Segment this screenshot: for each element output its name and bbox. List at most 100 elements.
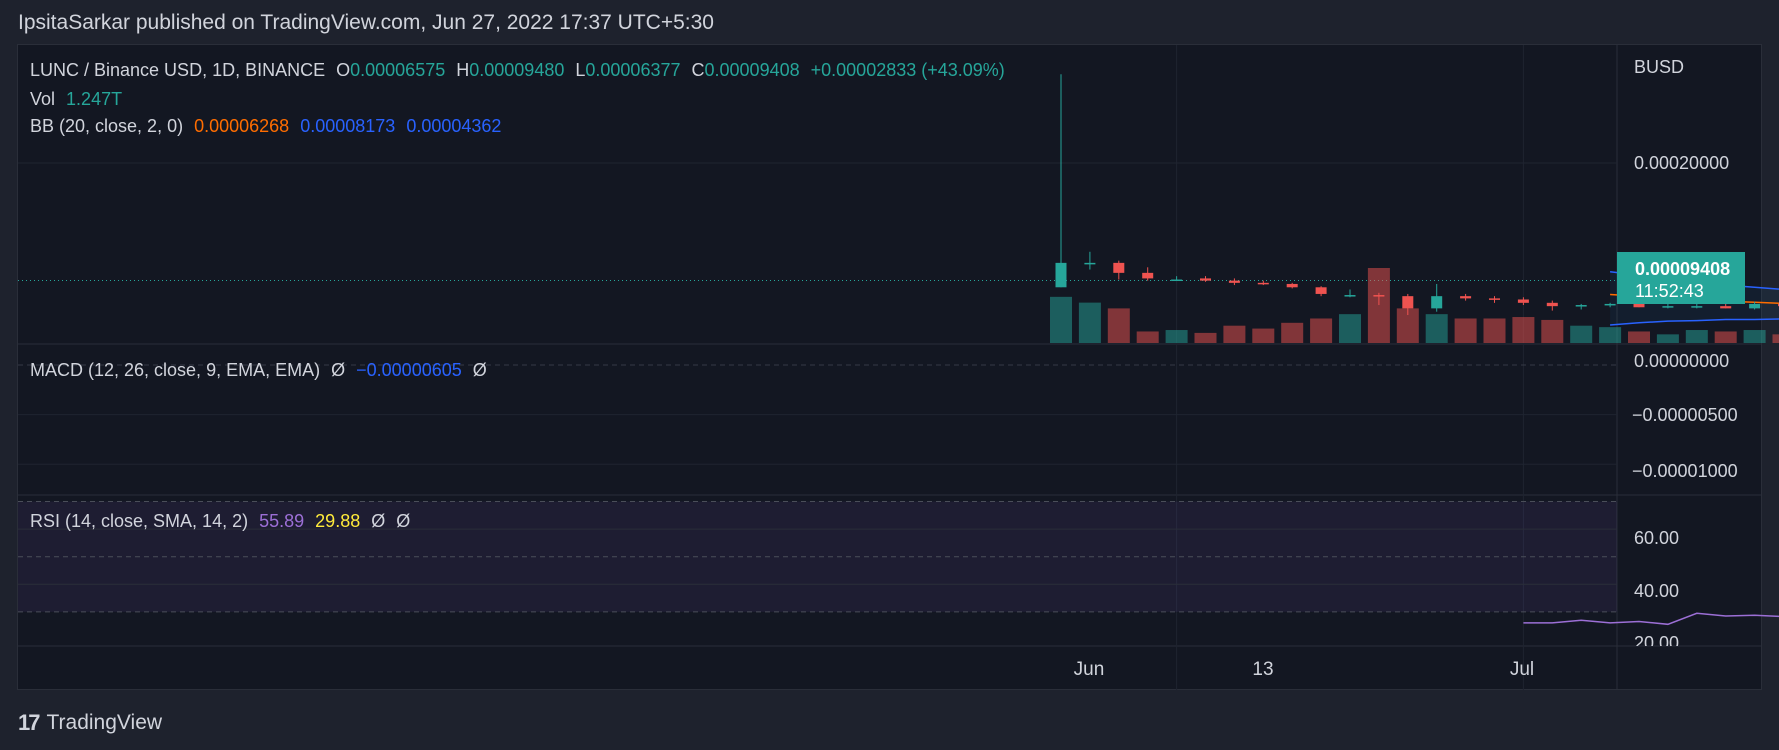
rsi-bb-upper-value: Ø bbox=[371, 511, 386, 531]
candle-body bbox=[1604, 303, 1616, 306]
volume-bar bbox=[1194, 332, 1217, 343]
volume-legend: Vol 1.247T bbox=[30, 89, 128, 110]
x-axis-tick: Jul bbox=[1509, 659, 1535, 680]
candle-body bbox=[1055, 262, 1067, 288]
volume-bar bbox=[1685, 330, 1708, 343]
candle-body bbox=[1228, 280, 1240, 283]
volume-bar bbox=[1599, 327, 1622, 343]
high-label: H bbox=[456, 60, 470, 80]
symbol-label[interactable]: LUNC / Binance USD, 1D, BINANCE bbox=[30, 60, 326, 80]
last-price-value: 0.00009408 bbox=[1635, 259, 1731, 279]
volume-bar bbox=[1454, 318, 1477, 343]
candle-body bbox=[1084, 262, 1096, 265]
volume-bar bbox=[1541, 319, 1564, 343]
brand-name: TradingView bbox=[46, 711, 163, 734]
candle-body bbox=[1749, 303, 1761, 309]
volume-label[interactable]: Vol bbox=[30, 89, 56, 109]
bb-label[interactable]: BB (20, close, 2, 0) bbox=[30, 116, 184, 136]
rsi-label[interactable]: RSI (14, close, SMA, 14, 2) bbox=[30, 511, 249, 531]
volume-bar bbox=[1743, 330, 1766, 343]
candle-body bbox=[1460, 296, 1472, 299]
chart-frame[interactable] bbox=[17, 44, 1762, 690]
open-label: O bbox=[336, 60, 351, 80]
rsi-axis-tick: 60.00 bbox=[1634, 528, 1680, 548]
volume-bars bbox=[1050, 268, 1779, 343]
candle-body bbox=[1720, 306, 1732, 309]
candle-body bbox=[1691, 306, 1703, 308]
bb-lower-value: 0.00004362 bbox=[406, 116, 502, 136]
rsi-ma-value: 29.88 bbox=[315, 511, 361, 531]
macd-value: −0.00000605 bbox=[356, 360, 462, 380]
low-value: 0.00006377 bbox=[585, 60, 681, 80]
macd-line bbox=[18, 364, 1617, 465]
bb-basis-value: 0.00006268 bbox=[194, 116, 290, 136]
candle-body bbox=[1546, 302, 1558, 307]
publisher-line: IpsitaSarkar published on TradingView.co… bbox=[18, 11, 714, 34]
price-candles bbox=[1055, 74, 1779, 316]
volume-bar bbox=[1628, 331, 1650, 343]
volume-bar bbox=[1310, 318, 1333, 343]
low-label: L bbox=[575, 60, 586, 80]
bar-countdown: 11:52:43 bbox=[1635, 281, 1704, 301]
last-price-tag: 0.00009408 11:52:43 bbox=[1617, 252, 1745, 304]
candle-body bbox=[1142, 272, 1154, 279]
tradingview-logo-icon: 17 bbox=[18, 710, 41, 735]
candle-body bbox=[1257, 282, 1269, 285]
close-label: C bbox=[691, 60, 705, 80]
grid-lines bbox=[18, 45, 1761, 690]
x-axis-tick: 13 bbox=[1252, 659, 1274, 680]
rsi-axis-tick: 20.00 bbox=[1634, 633, 1680, 646]
price-legend: LUNC / Binance USD, 1D, BINANCE O0.00006… bbox=[30, 60, 1011, 81]
volume-bar bbox=[1570, 325, 1593, 343]
volume-bar bbox=[1281, 322, 1304, 343]
macd-label[interactable]: MACD (12, 26, close, 9, EMA, EMA) bbox=[30, 360, 321, 380]
volume-bar bbox=[1165, 330, 1188, 343]
macd-axis-tick: −0.00001000 bbox=[1632, 461, 1738, 481]
rsi-line bbox=[18, 501, 1779, 626]
open-value: 0.00006575 bbox=[350, 60, 446, 80]
candle-body bbox=[1344, 295, 1356, 297]
volume-bar bbox=[1714, 331, 1737, 343]
macd-signal-value: Ø bbox=[472, 360, 487, 380]
candle-body bbox=[1171, 279, 1183, 282]
change-value: +0.00002833 (+43.09%) bbox=[810, 60, 1005, 80]
volume-value: 1.247T bbox=[66, 89, 123, 109]
volume-bar bbox=[1252, 328, 1275, 343]
x-axis-tick: Jun bbox=[1073, 659, 1105, 680]
volume-bar bbox=[1367, 268, 1390, 343]
macd-hist-value: Ø bbox=[331, 360, 346, 380]
macd-legend: MACD (12, 26, close, 9, EMA, EMA) Ø −0.0… bbox=[30, 360, 493, 381]
rsi-legend: RSI (14, close, SMA, 14, 2) 55.89 29.88 … bbox=[30, 511, 416, 532]
price-axis-tick: 0.00020000 bbox=[1634, 153, 1730, 173]
candle-body bbox=[1373, 295, 1385, 297]
candle-body bbox=[1200, 278, 1211, 281]
volume-bar bbox=[1078, 302, 1101, 343]
bb-upper-value: 0.00008173 bbox=[300, 116, 396, 136]
candle-body bbox=[1489, 298, 1500, 300]
candle-body bbox=[1431, 296, 1443, 309]
bb-lower-line bbox=[1610, 318, 1779, 326]
close-value: 0.00009408 bbox=[704, 60, 800, 80]
volume-bar bbox=[1107, 308, 1130, 343]
candle-body bbox=[1662, 306, 1674, 308]
candle-body bbox=[1315, 287, 1327, 294]
volume-bar bbox=[1396, 308, 1419, 343]
rsi-axis-tick: 40.00 bbox=[1634, 581, 1680, 601]
candle-body bbox=[1575, 305, 1587, 307]
candle-body bbox=[1517, 299, 1529, 303]
tradingview-brand[interactable]: 17 TradingView bbox=[18, 710, 162, 736]
high-value: 0.00009480 bbox=[469, 60, 565, 80]
candle-body bbox=[1113, 262, 1125, 273]
macd-axis-tick: 0.00000000 bbox=[1634, 351, 1730, 371]
macd-axis-tick: −0.00000500 bbox=[1632, 405, 1738, 425]
volume-bar bbox=[1425, 314, 1448, 343]
rsi-bb-lower-value: Ø bbox=[396, 511, 411, 531]
candle-body bbox=[1633, 303, 1645, 308]
candle-body bbox=[1402, 296, 1414, 309]
volume-bar bbox=[1223, 325, 1246, 343]
candle-body bbox=[1286, 283, 1298, 288]
volume-bar bbox=[1050, 296, 1072, 343]
volume-bar bbox=[1339, 314, 1361, 343]
volume-bar bbox=[1512, 317, 1535, 343]
